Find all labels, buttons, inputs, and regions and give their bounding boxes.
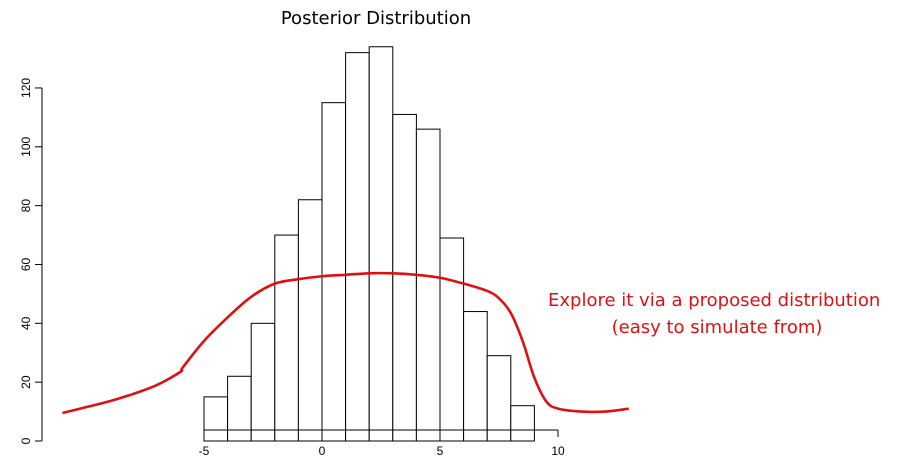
chart-title: Posterior Distribution <box>281 8 471 29</box>
y-tick-label: 80 <box>19 199 33 213</box>
annotation-line-1: Explore it via a proposed distribution <box>548 290 880 311</box>
x-tick-label: 10 <box>551 444 565 458</box>
histogram-bar <box>227 375 252 442</box>
y-tick-label: 100 <box>19 136 33 156</box>
histogram-bar <box>463 311 488 442</box>
histogram-bar <box>250 322 276 442</box>
x-tick-label: 5 <box>437 444 444 458</box>
histogram-bar <box>203 396 229 442</box>
y-tick-label: 120 <box>19 78 33 98</box>
y-tick-label: 60 <box>19 257 33 271</box>
histogram-bar <box>297 199 323 442</box>
histogram-bar <box>439 237 465 442</box>
histogram-bar <box>510 405 535 442</box>
y-tick-label: 0 <box>19 437 33 444</box>
y-axis: 0 20 40 60 80 100 120 <box>19 78 43 444</box>
histogram-bar <box>321 102 347 442</box>
histogram-bars <box>203 46 535 442</box>
x-axis: -5 0 5 10 <box>199 429 565 458</box>
histogram-bar <box>392 113 417 442</box>
histogram-bar <box>368 46 394 442</box>
y-tick-label: 40 <box>19 316 33 330</box>
y-tick-label: 20 <box>19 375 33 389</box>
histogram-bar <box>345 52 370 442</box>
histogram-bar <box>415 128 441 442</box>
annotation-line-2: (easy to simulate from) <box>612 317 823 338</box>
x-tick-label: -5 <box>199 444 210 458</box>
histogram-bar <box>486 355 512 442</box>
x-tick-label: 0 <box>319 444 326 458</box>
histogram-bar <box>274 234 299 442</box>
proposal-distribution-curve <box>62 271 629 415</box>
